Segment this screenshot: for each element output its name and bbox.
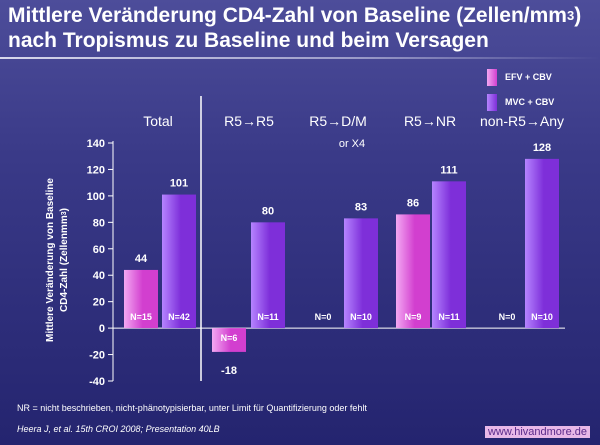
data-label: 128	[533, 142, 551, 154]
legend-swatch-efv	[487, 68, 497, 86]
chart-legend: EFV + CBV MVC + CBV	[487, 67, 554, 117]
data-label: 83	[355, 201, 367, 213]
page-title: Mittlere Veränderung CD4-Zahl von Baseli…	[8, 3, 593, 53]
n-label: N=9	[405, 312, 422, 322]
y-tick-label: 140	[87, 138, 105, 150]
n-label: N=0	[315, 312, 332, 322]
title-divider	[0, 57, 600, 59]
citation: Heera J, et al. 15th CROI 2008; Presenta…	[17, 424, 220, 434]
bar-mvc-cbv	[525, 158, 559, 329]
legend-item-mvc: MVC + CBV	[487, 92, 554, 112]
n-label: N=15	[130, 312, 152, 322]
category-sublabel: or X4	[339, 138, 365, 150]
site-link[interactable]: www.hivandmore.de	[484, 426, 590, 438]
y-tick-label: 20	[93, 297, 105, 309]
bar-efv-cbv	[396, 214, 430, 329]
bar-mvc-cbv	[344, 218, 378, 329]
n-label: N=6	[221, 333, 238, 343]
bar-efv-cbv	[212, 328, 246, 352]
y-tick-label: 40	[93, 270, 105, 282]
category-label: non-R5→Any	[480, 113, 564, 129]
category-label: R5→R5	[224, 113, 274, 129]
y-tick-label: 0	[99, 323, 105, 335]
n-label: N=42	[168, 312, 190, 322]
data-label: 111	[440, 164, 457, 176]
category-label: R5→NR	[404, 113, 456, 129]
bar-mvc-cbv	[251, 222, 285, 329]
category-label: R5→D/M	[309, 113, 367, 129]
n-label: N=10	[350, 312, 372, 322]
legend-swatch-mvc	[487, 93, 497, 111]
y-tick-label: 120	[87, 164, 105, 176]
y-tick-label: -40	[89, 376, 105, 388]
legend-label-mvc: MVC + CBV	[505, 97, 555, 107]
category-label: Total	[143, 113, 173, 129]
title-line1-end: )	[574, 4, 582, 27]
y-tick-label: 60	[93, 244, 105, 256]
bar-efv-cbv	[124, 269, 158, 329]
n-label: N=11	[257, 312, 278, 322]
bar-mvc-cbv	[162, 194, 196, 329]
y-tick-label: 80	[93, 217, 105, 229]
bar-mvc-cbv	[432, 181, 466, 329]
n-label: N=10	[531, 312, 553, 322]
title-line2: nach Tropismus zu Baseline und beim Vers…	[8, 29, 489, 52]
data-label: 86	[407, 197, 419, 209]
footnote: NR = nicht beschrieben, nicht-phänotypis…	[17, 403, 367, 413]
data-label: 44	[135, 253, 148, 265]
legend-label-efv: EFV + CBV	[505, 72, 552, 82]
data-label: 101	[170, 178, 188, 190]
legend-item-efv: EFV + CBV	[487, 67, 554, 87]
title-superscript: 3	[566, 8, 575, 23]
title-line1: Mittlere Veränderung CD4-Zahl von Baseli…	[8, 4, 567, 27]
n-label: N=11	[438, 312, 459, 322]
y-tick-label: -20	[89, 350, 105, 362]
y-tick-label: 100	[87, 191, 105, 203]
data-label: 80	[262, 205, 274, 217]
n-label: N=0	[499, 312, 516, 322]
data-label: -18	[221, 365, 237, 377]
